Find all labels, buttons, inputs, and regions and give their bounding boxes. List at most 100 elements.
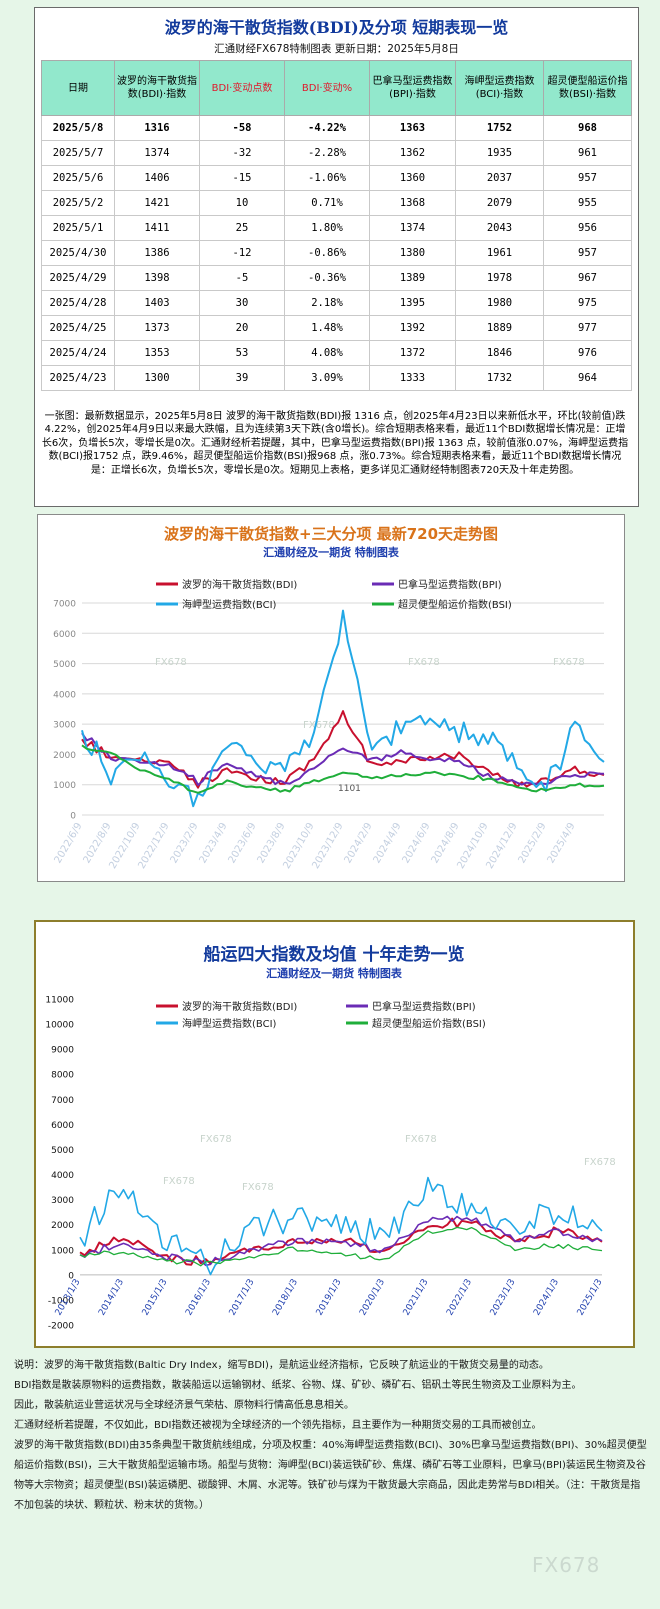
series-line [81,732,604,786]
explanation-line: 波罗的海干散货指数(BDI)由35条典型干散货航线组成，分项及权重：40%海岬型… [14,1440,647,1511]
x-tick-label: 2023/1/3 [489,1278,518,1318]
x-tick-label: 2025/2/9 [517,821,549,865]
y-tick-label: 7000 [51,1096,74,1106]
table-cell: -0.36% [284,265,370,291]
y-tick-label: 11000 [45,996,74,1006]
table-cell: -12 [199,240,285,266]
table-cell: 1961 [455,240,544,266]
header-bci: 海岬型运费指数(BCI)·指数 [455,60,544,116]
y-tick-label: 3000 [53,721,76,731]
x-tick-label: 2024/8/9 [430,821,462,865]
x-tick-label: 2017/1/3 [228,1278,257,1318]
table-cell: 957 [543,165,632,191]
y-tick-label: 7000 [53,600,76,610]
explanation-line: 汇通财经析若提醒，不仅如此，BDI指数还被视为全球经济的一个领先指标，且主要作为… [14,1420,542,1431]
table-cell: 1.48% [284,315,370,341]
x-tick-label: 2014/1/3 [97,1278,126,1318]
table-row: 2025/4/25 1373 20 1.48% 1392 1889 977 [41,315,632,341]
table-cell: 1374 [114,140,200,166]
x-tick-label: 2025/1/3 [576,1278,605,1318]
table-cell: -15 [199,165,285,191]
legend-label: 巴拿马型运费指数(BPI) [372,1000,476,1013]
fx678-watermark-text: FX678 [200,1134,232,1145]
legend-label: 海岬型运费指数(BCI) [182,598,277,611]
y-tick-label: -1000 [48,1296,74,1306]
x-tick-label: 2023/2/9 [169,821,201,865]
table-cell: -2.28% [284,140,370,166]
table-cell: 1411 [114,215,200,241]
fx678-watermark-text: FX678 [408,657,440,668]
table-cell: 4.08% [284,340,370,366]
table-cell: 1398 [114,265,200,291]
table-row: 2025/5/8 1316 -58 -4.22% 1363 1752 968 [41,115,632,141]
table-cell: 1978 [455,265,544,291]
y-tick-label: 3000 [51,1196,74,1206]
x-tick-label: 2025/4/9 [546,821,578,865]
y-tick-label: 2000 [53,751,76,761]
fx678-watermark-text: FX678 [584,1157,616,1168]
explanation-line: BDI指数是散装原物料的运费指数，散装船运以运输钢材、纸浆、谷物、煤、矿砂、磷矿… [14,1380,582,1391]
x-tick-label: 2022/6/9 [53,821,85,865]
table-cell: 1362 [369,140,456,166]
table-cell: 10 [199,190,285,216]
series-line [79,1176,603,1276]
table-cell: 1421 [114,190,200,216]
table-cell: 1403 [114,290,200,316]
table-cell: 2025/4/30 [41,240,115,266]
table-cell: 1360 [369,165,456,191]
table-row: 2025/4/24 1353 53 4.08% 1372 1846 976 [41,340,632,366]
table-cell: 30 [199,290,285,316]
x-tick-label: 2024/1/3 [532,1278,561,1318]
table-cell: 53 [199,340,285,366]
x-tick-label: 2015/1/3 [141,1278,170,1318]
header-bpi: 巴拿马型运费指数(BPI)·指数 [369,60,456,116]
explanation-line: 说明：波罗的海干散货指数(Baltic Dry Index，缩写BDI)，是航运… [14,1360,549,1371]
header-date: 日期 [41,60,115,116]
table-cell: 2025/4/25 [41,315,115,341]
fx678-watermark-text: FX678 [405,1134,437,1145]
y-tick-label: 5000 [53,660,76,670]
chart-subtitle: 汇通财经及一期货 特制图表 [266,966,403,980]
table-cell: 1.80% [284,215,370,241]
y-tick-label: 6000 [53,630,76,640]
chart-10y-panel: 船运四大指数及均值 十年走势一览 汇通财经及一期货 特制图表 -2000 -1000 0… [34,920,635,1348]
y-tick-label: 10000 [45,1021,74,1031]
table-cell: 1406 [114,165,200,191]
table-cell: 2043 [455,215,544,241]
explanation-block: 说明：波罗的海干散货指数(Baltic Dry Index，缩写BDI)，是航运… [14,1356,650,1516]
table-cell: 1389 [369,265,456,291]
table-cell: 2025/4/24 [41,340,115,366]
table-cell: 39 [199,365,285,391]
table-cell: 1935 [455,140,544,166]
table-row: 2025/5/2 1421 10 0.71% 1368 2079 955 [41,190,632,216]
fx678-watermark-text: FX678 [163,1176,195,1187]
x-tick-label: 2024/12/9 [484,821,519,871]
table-cell: 25 [199,215,285,241]
table-cell: 20 [199,315,285,341]
y-tick-label: 1000 [53,781,76,791]
table-body: 2025/5/8 1316 -58 -4.22% 1363 1752 968 2025/5/7… [41,115,632,391]
table-cell: 0.71% [284,190,370,216]
y-tick-label: 0 [68,1271,74,1281]
legend-label: 海岬型运费指数(BCI) [182,1017,277,1030]
header-bdi: 波罗的海干散货指数(BDI)·指数 [114,60,200,116]
x-tick-label: 2022/8/9 [82,821,114,865]
table-cell: 968 [543,115,632,141]
legend-label: 巴拿马型运费指数(BPI) [398,578,502,591]
table-cell: -1.06% [284,165,370,191]
y-tick-label: 9000 [51,1046,74,1056]
table-cell: 964 [543,365,632,391]
table-cell: 957 [543,240,632,266]
chart-subtitle: 汇通财经及一期货 特制图表 [263,545,400,559]
table-cell: 3.09% [284,365,370,391]
table-cell: 977 [543,315,632,341]
x-tick-label: 2023/6/9 [227,821,259,865]
fx678-watermark-text: FX678 [242,1182,274,1193]
chart-annotation: 1101 [338,784,361,794]
table-cell: 2025/5/8 [41,115,115,141]
header-bdi-change-pct: BDI·变动% [284,60,370,116]
x-tick-label: 2021/1/3 [402,1278,431,1318]
table-cell: 961 [543,140,632,166]
series-line [81,609,605,808]
